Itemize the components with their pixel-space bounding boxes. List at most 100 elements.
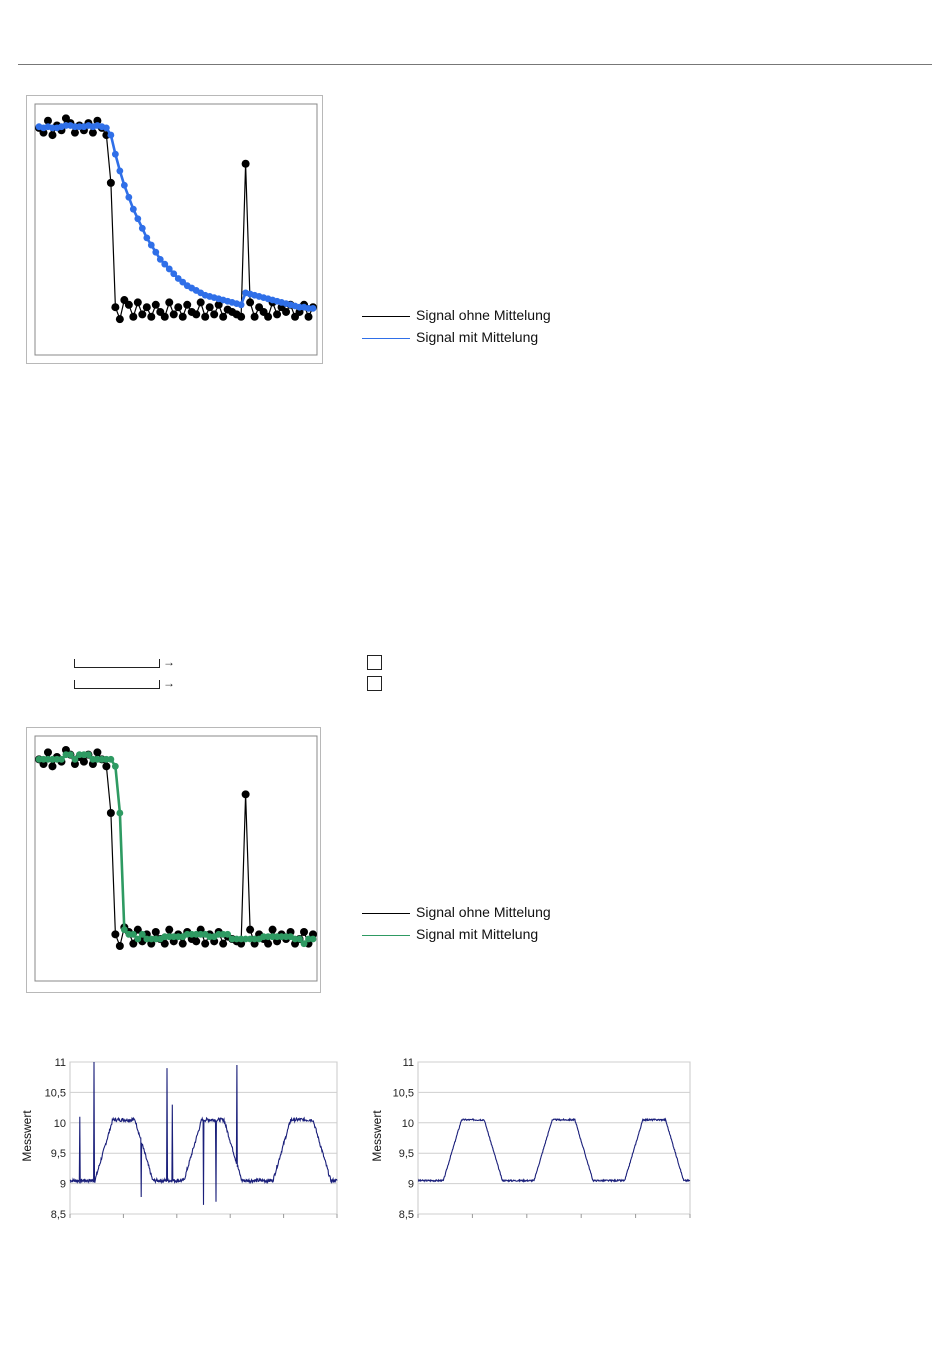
raw-point — [282, 307, 291, 316]
raw-point — [192, 937, 201, 946]
averaged-point — [129, 930, 137, 938]
raw-point — [48, 131, 57, 140]
checkbox-2[interactable] — [367, 676, 382, 691]
bracket-1 — [74, 659, 160, 668]
raw-point — [48, 762, 57, 771]
averaged-point — [161, 260, 169, 268]
measure-right-ylabel: Messwert — [370, 1110, 384, 1162]
raw-point — [142, 303, 151, 312]
averaged-point — [224, 930, 232, 938]
averaged-point — [102, 124, 110, 132]
averaged-point — [116, 809, 124, 817]
legend-bottom-label-avg: Signal mit Mittelung — [416, 926, 539, 942]
raw-point — [160, 939, 169, 948]
raw-point — [111, 303, 120, 312]
raw-point — [214, 300, 223, 309]
raw-point — [264, 312, 273, 321]
raw-point — [43, 748, 52, 757]
averaged-point — [120, 181, 128, 189]
raw-point — [133, 298, 142, 307]
raw-point — [151, 300, 160, 309]
averaged-point — [58, 755, 65, 763]
raw-point — [300, 928, 309, 936]
y-tick-label: 9 — [408, 1179, 414, 1191]
y-tick-label: 9,5 — [51, 1148, 66, 1160]
averaged-point — [134, 215, 142, 223]
averaged-point — [120, 926, 128, 934]
checkbox-1[interactable] — [367, 655, 382, 670]
legend-bottom-line-avg — [362, 935, 410, 936]
raw-point — [210, 310, 219, 319]
raw-point — [178, 939, 187, 948]
raw-point — [115, 942, 124, 950]
averaged-point — [237, 301, 245, 309]
y-tick-label: 10 — [54, 1118, 66, 1130]
raw-point — [151, 928, 160, 936]
raw-point — [169, 310, 178, 319]
chart-top-plot — [34, 103, 318, 356]
raw-point — [115, 315, 124, 324]
raw-point — [250, 312, 259, 321]
averaged-point — [125, 193, 133, 201]
raw-point — [129, 312, 138, 321]
raw-point — [79, 757, 88, 766]
raw-point — [295, 307, 304, 316]
averaged-point — [309, 935, 317, 943]
y-tick-label: 10 — [402, 1118, 414, 1130]
raw-point — [268, 925, 277, 934]
averaged-point — [156, 255, 164, 263]
y-tick-label: 9 — [60, 1179, 66, 1191]
y-tick-label: 11 — [403, 1057, 414, 1069]
raw-point — [138, 310, 147, 319]
y-tick-label: 11 — [55, 1057, 66, 1069]
raw-point — [129, 939, 138, 948]
raw-point — [205, 303, 214, 312]
averaged-point — [296, 935, 303, 943]
raw-point — [241, 790, 250, 799]
raw-point — [183, 300, 192, 309]
raw-point — [88, 128, 97, 137]
raw-point — [201, 312, 210, 321]
arrow-right-icon: → — [163, 676, 175, 690]
measure-left-ylabel: Messwert — [20, 1110, 34, 1162]
legend-top-label-avg: Signal mit Mittelung — [416, 329, 539, 345]
raw-point — [102, 762, 111, 771]
raw-point — [39, 128, 48, 137]
raw-point — [165, 298, 174, 307]
raw-point — [246, 925, 255, 934]
bracket-2 — [74, 680, 160, 689]
raw-point — [219, 312, 228, 321]
averaged-point — [138, 224, 146, 232]
averaged-point — [300, 940, 308, 948]
raw-point — [111, 930, 120, 939]
raw-point — [174, 303, 183, 312]
averaged-point — [111, 150, 119, 158]
averaged-point — [71, 755, 79, 763]
raw-point — [178, 312, 187, 321]
measure-left-chart: 11 10,5 10 9,5 9 8,5 — [45, 1057, 338, 1221]
averaged-point — [152, 248, 160, 256]
raw-point — [133, 925, 142, 934]
averaged-point — [67, 751, 74, 759]
averaged-point — [107, 755, 115, 763]
averaged-point — [170, 270, 178, 278]
raw-point — [246, 298, 255, 307]
header-rule — [18, 64, 932, 65]
raw-point — [264, 939, 273, 948]
averaged-point — [116, 167, 124, 175]
measurement-line — [417, 1117, 691, 1183]
averaged-point — [138, 930, 146, 938]
raw-point — [147, 312, 156, 321]
raw-point — [93, 116, 102, 125]
legend-top-line-avg — [362, 338, 410, 339]
averaged-point — [143, 234, 151, 242]
raw-point — [201, 939, 210, 948]
averaged-point — [147, 241, 155, 249]
y-tick-label: 8,5 — [399, 1209, 414, 1221]
raw-point — [93, 748, 102, 757]
y-tick-label: 9,5 — [399, 1148, 414, 1160]
raw-point — [237, 312, 246, 321]
chart-top-frame — [26, 95, 323, 364]
averaged-point — [309, 304, 317, 312]
legend-top-line-raw — [362, 316, 410, 317]
